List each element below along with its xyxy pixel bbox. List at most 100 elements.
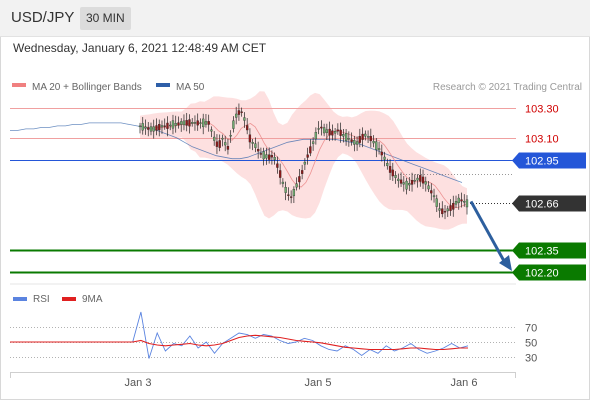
candle-body [383,156,386,160]
legend-swatch-0 [12,83,26,87]
candle-body [254,143,257,148]
candle-body [421,176,425,184]
candle-body [416,177,419,181]
candle-body [427,185,430,190]
candle-body [320,126,323,129]
candle-body [399,179,403,184]
rsi-tick-30: 30 [525,353,537,365]
candle-body [432,195,436,198]
candle-body [221,137,224,140]
candle-body [441,208,444,215]
candle-body [177,122,180,126]
candle-body [435,198,438,207]
candle-body [270,155,274,158]
candle-body [309,146,312,154]
candle-body [465,199,469,208]
candle-body [339,129,342,136]
candle-body [306,154,309,158]
header-bar: USD/JPY 30 MIN [0,0,590,37]
candle-body [446,208,449,212]
candle-body [232,120,235,129]
price-tags: 103.30 103.10 102.95 102.66 102.35 102.20 [512,104,586,281]
candle-body [328,128,331,136]
candle-body [303,161,307,165]
price-levels [10,108,516,274]
candle-body [273,157,276,160]
candle-body [325,129,329,133]
rsi-panel: 70 50 30 [10,311,537,365]
candle-body [202,118,205,128]
candle-body [311,141,315,144]
candle-body [457,197,460,204]
candle-body [174,123,177,126]
candle-body [160,125,164,128]
candle-body [243,117,246,121]
credit-label: Research © 2021 Trading Central [433,82,582,93]
candle-body [361,133,364,140]
candle-body [193,122,197,124]
candle-body [375,141,378,150]
rsi-tick-70: 70 [525,323,537,335]
candle-body [353,140,356,145]
candle-body [207,121,210,125]
candle-body [147,127,150,130]
candle-body [372,140,375,144]
support-tag-4 [512,242,586,259]
candle-body [317,128,320,130]
candle-body [452,203,455,210]
candle-body [224,142,227,146]
support-label-5: 102.20 [525,268,559,280]
support-tag-5 [512,264,586,281]
candle-body [215,141,219,147]
candle-body [284,187,287,193]
legend-label-0: MA 20 + Bollinger Bands [32,82,142,93]
candle-body [394,175,397,178]
candle-body [419,175,422,182]
pivot-label: 102.95 [525,156,559,168]
candle-body [268,154,271,160]
support-label-4: 102.35 [525,246,559,258]
candle-body [292,189,296,197]
candle-body [158,124,161,131]
candle-body [408,183,411,186]
arrow-shaft [469,200,506,262]
candle-body [169,124,172,127]
timeframe-button[interactable]: 30 MIN [80,7,131,30]
candle-body [333,131,337,134]
candle-body [185,120,188,126]
x-tick-2: Jan 6 [451,377,478,389]
candle-body [366,136,370,138]
candle-body [196,120,199,126]
candle-body [391,169,394,177]
candle-body [180,121,183,125]
forecast-arrow [469,200,512,272]
candle-body [350,139,353,142]
candle-body [388,166,392,173]
candle-body [405,180,408,190]
candle-body [213,136,216,141]
candle-body [463,201,466,203]
candle-body [314,132,318,140]
candle-body [443,211,447,213]
candle-body [424,181,427,185]
candle-body [259,153,263,155]
resistance-label-0: 103.30 [525,104,559,116]
candle-body [163,125,166,127]
candle-body [402,182,405,185]
candle-body [289,196,293,198]
last-price-tag [512,195,586,212]
candle-body [430,190,433,194]
x-tick-1: Jan 5 [305,377,332,389]
candle-body [141,123,144,131]
candle-body [204,121,208,125]
rsi-series-9MA [10,334,468,351]
candle-body [191,122,194,124]
candle-body [248,134,252,143]
rsi-legend-label-1: 9MA [82,294,103,305]
x-tick-0: Jan 3 [125,377,152,389]
candle-body [278,170,282,178]
candle-body [300,170,304,174]
candle-body [155,125,158,131]
candle-body [287,194,290,196]
